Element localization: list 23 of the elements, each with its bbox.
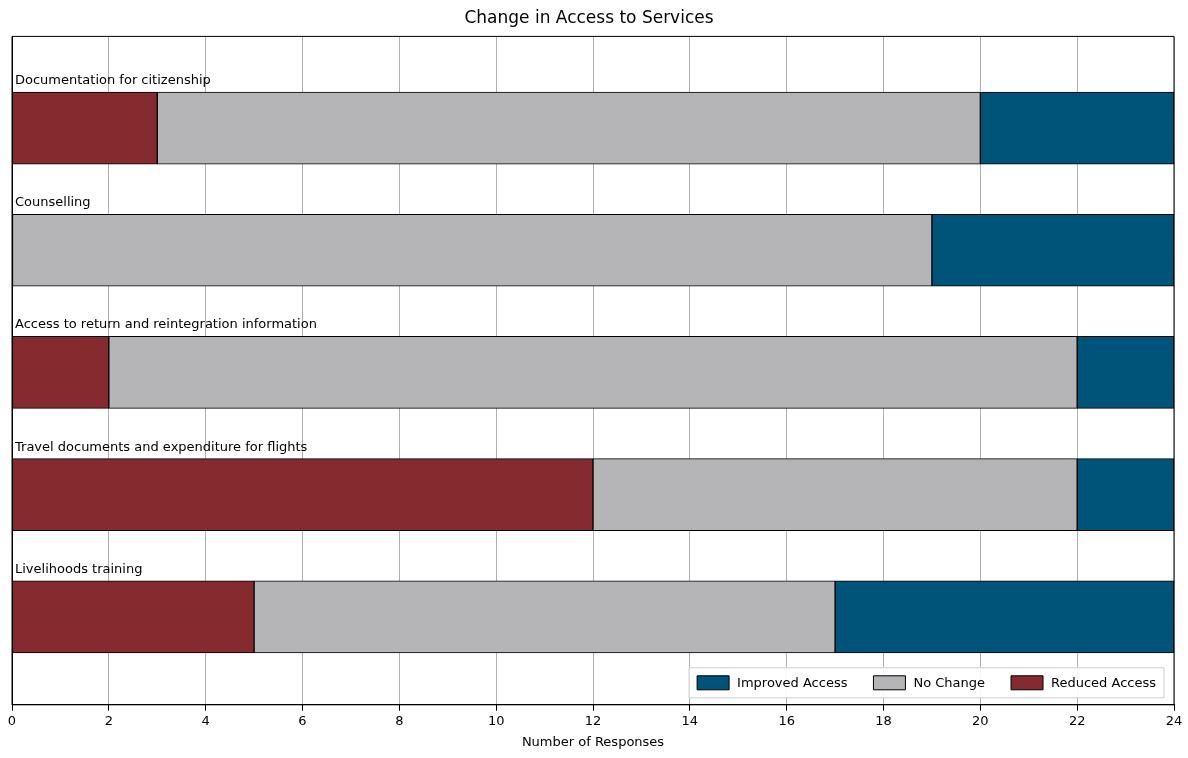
y-tick-label: Documentation for citizenship xyxy=(15,71,211,87)
x-tick-label: 12 xyxy=(584,712,602,728)
x-tick-label: 2 xyxy=(104,712,113,728)
legend-label: Reduced Access xyxy=(1051,675,1157,691)
x-tick-label: 8 xyxy=(395,712,404,728)
y-tick-label: Travel documents and expenditure for flights xyxy=(14,438,308,454)
y-tick-label: Counselling xyxy=(15,194,91,210)
x-tick-label: 14 xyxy=(681,712,699,728)
y-tick-label: Livelihoods training xyxy=(15,560,143,576)
x-tick-label: 16 xyxy=(778,712,795,728)
x-tick-label: 0 xyxy=(7,712,17,728)
x-tick-label: 10 xyxy=(487,712,505,728)
x-tick-label: 22 xyxy=(1068,712,1086,728)
x-tick-label: 24 xyxy=(1165,712,1183,728)
x-tick-label: 4 xyxy=(201,712,210,728)
legend-label: No Change xyxy=(913,675,986,691)
x-tick-label: 18 xyxy=(875,712,892,728)
chart-title: Change in Access to Services xyxy=(464,6,714,27)
legend-label: Improved Access xyxy=(737,675,848,691)
y-tick-label: Access to return and reintegration information xyxy=(15,316,317,332)
x-tick-label: 20 xyxy=(972,712,989,728)
x-tick-label: 6 xyxy=(298,712,307,728)
x-axis-title: Number of Responses xyxy=(521,733,665,749)
